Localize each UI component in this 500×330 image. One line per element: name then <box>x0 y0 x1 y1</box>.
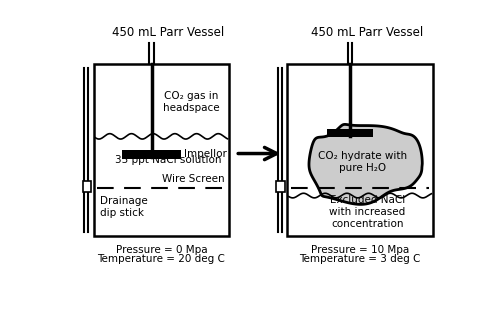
Text: 450 mL Parr Vessel: 450 mL Parr Vessel <box>112 26 224 39</box>
Polygon shape <box>309 124 422 204</box>
Text: Pressure = 0 Mpa: Pressure = 0 Mpa <box>116 245 207 255</box>
Text: Wire Screen: Wire Screen <box>162 174 224 184</box>
Bar <box>276 181 285 192</box>
Text: Temperature = 3 deg C: Temperature = 3 deg C <box>300 254 421 264</box>
Bar <box>122 150 182 159</box>
Text: CO₂ gas in
headspace: CO₂ gas in headspace <box>163 91 220 113</box>
Text: Excluded NaCl
with increased
concentration: Excluded NaCl with increased concentrati… <box>330 195 406 228</box>
Text: CO₂ hydrate with
pure H₂O: CO₂ hydrate with pure H₂O <box>318 151 408 173</box>
Bar <box>287 64 433 236</box>
Text: Temperature = 20 deg C: Temperature = 20 deg C <box>98 254 225 264</box>
Text: 450 mL Parr Vessel: 450 mL Parr Vessel <box>312 26 424 39</box>
Bar <box>82 181 91 192</box>
Bar <box>94 64 229 236</box>
Text: 35 ppt NaCl solution: 35 ppt NaCl solution <box>115 155 222 165</box>
Text: Pressure = 10 Mpa: Pressure = 10 Mpa <box>311 245 409 255</box>
Text: Drainage
dip stick: Drainage dip stick <box>100 196 148 217</box>
Text: Impellor: Impellor <box>184 149 227 159</box>
Bar <box>326 129 373 137</box>
